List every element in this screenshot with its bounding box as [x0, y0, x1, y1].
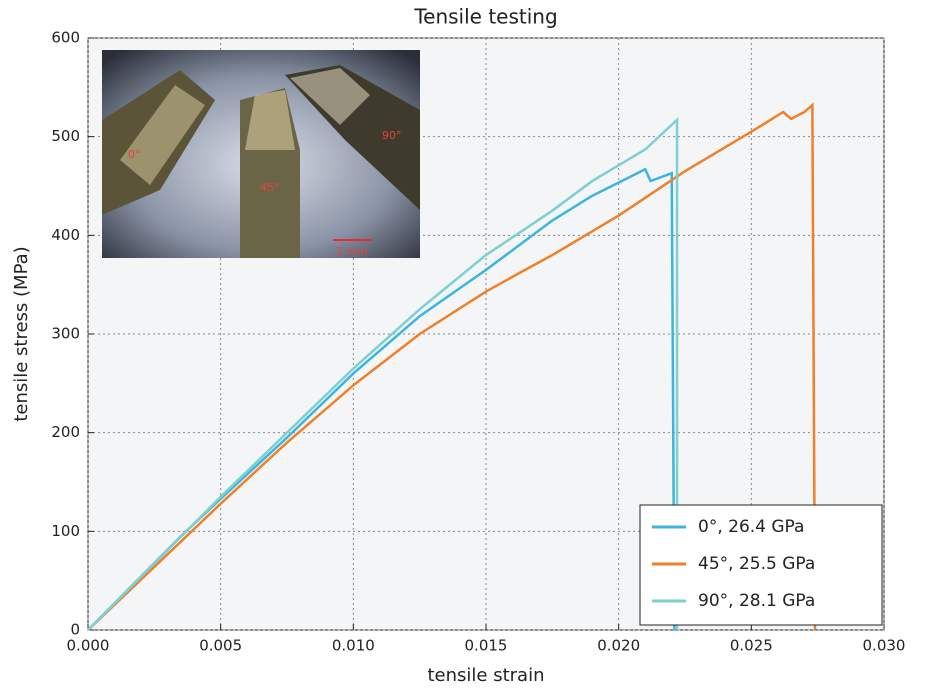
y-tick-label: 200	[51, 423, 80, 441]
x-tick-label: 0.030	[863, 637, 906, 655]
y-tick-label: 300	[51, 325, 80, 343]
x-tick-label: 0.015	[465, 637, 508, 655]
inset-label: 90°	[382, 129, 402, 142]
x-tick-label: 0.005	[199, 637, 242, 655]
data-line	[87, 167, 676, 631]
y-tick-label: 600	[51, 29, 80, 47]
legend-label: 45°, 25.5 GPa	[698, 554, 815, 574]
y-tick-label: 0	[70, 621, 80, 639]
x-tick-label: 0.000	[67, 637, 110, 655]
legend-label: 90°, 28.1 GPa	[698, 591, 815, 611]
inset-photo: 0° 45° 90° 1 mm	[102, 50, 420, 258]
x-tick-label: 0.020	[597, 637, 640, 655]
y-axis-label: tensile stress (MPa)	[11, 246, 32, 421]
x-tick-label: 0.025	[730, 637, 773, 655]
y-tick-label: 500	[51, 127, 80, 145]
x-tick-label: 0.010	[332, 637, 375, 655]
data-line	[87, 117, 679, 631]
x-axis-label: tensile strain	[428, 665, 545, 686]
scale-bar-label: 1 mm	[336, 245, 368, 258]
y-tick-label: 100	[51, 522, 80, 540]
legend-label: 0°, 26.4 GPa	[698, 517, 804, 537]
chart-title: Tensile testing	[413, 5, 557, 29]
inset-label: 45°	[260, 181, 280, 194]
y-tick-label: 400	[51, 226, 80, 244]
data-line	[87, 102, 817, 631]
inset-label: 0°	[128, 148, 141, 161]
